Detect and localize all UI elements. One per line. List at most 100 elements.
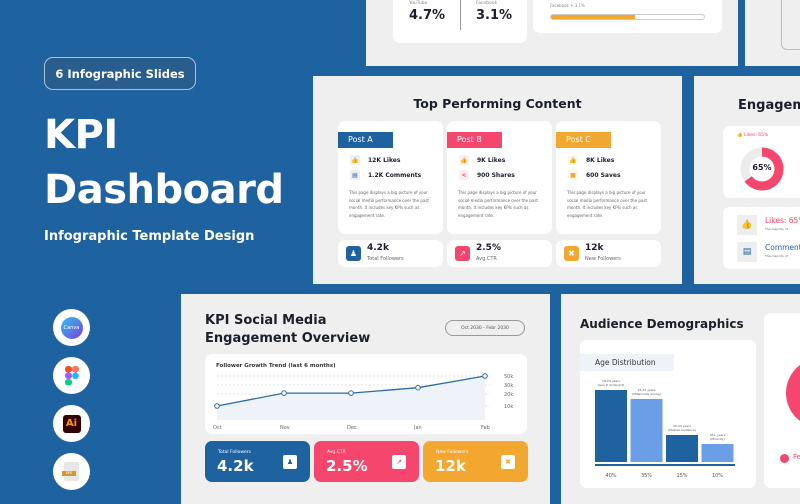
- figma-icon: [53, 357, 90, 394]
- slides-count-badge: 6 Infographic Slides: [44, 57, 196, 90]
- overview-title: KPI Social Media Engagement Overview: [205, 312, 370, 348]
- female-label: Fe: [793, 453, 800, 461]
- summary-card: ♟ 4.2k Total Followers: [338, 240, 443, 267]
- hero-title-line1: KPI: [44, 112, 118, 158]
- ctr-icon: ↗: [392, 455, 406, 469]
- bar-category-label: 18-24 years: [602, 379, 620, 383]
- stat-label: Total Followers: [218, 450, 252, 455]
- ctr-icon: ↗: [455, 246, 470, 261]
- likes-desc: The majority of: [765, 227, 788, 231]
- metric-label: YouTube: [409, 1, 428, 6]
- post-tag: Post B: [447, 132, 502, 148]
- thumbs-up-icon: 👍: [737, 215, 757, 235]
- summary-label: Avg.CTR: [476, 256, 497, 262]
- gender-pie: [786, 358, 800, 428]
- x-tick-label: Oct: [213, 425, 222, 431]
- slide-engagement: Engagement 👍 Likes: 65% 65% 👍 Likes: 65%…: [694, 76, 800, 284]
- bar-value-label: 10%: [712, 473, 723, 479]
- slide-platform-rates: YouTube 4.7% Facebook 3.1% Facebook + 3.…: [366, 0, 738, 66]
- bar-category-label: 25-34 years: [638, 388, 656, 392]
- bar-value-label: 40%: [605, 473, 616, 479]
- share-icon: <: [459, 170, 469, 180]
- followers-icon: ♟: [283, 455, 297, 469]
- post-description: This page displays a big picture of your…: [349, 190, 429, 218]
- donut-label-text: Likes: 65%: [744, 133, 769, 138]
- x-tick-label: Jan: [413, 425, 422, 431]
- post-description: This page displays a big picture of your…: [458, 190, 538, 218]
- post-stat-likes: 👍 9K Likes: [459, 155, 505, 165]
- metric-value: 3.1%: [476, 8, 513, 23]
- data-point: [482, 373, 488, 379]
- likes-title: Likes: 65%: [765, 216, 800, 225]
- stat-value: 4.2k: [217, 457, 254, 475]
- overview-stat-card: Total Followers 4.2k ♟: [205, 441, 310, 482]
- female-icon: [780, 454, 789, 463]
- follower-trend-card: Follower Growth Trend (last 6 months) 50…: [205, 354, 527, 434]
- comments-desc: The majority of: [765, 254, 788, 258]
- likes-text: 12K Likes: [368, 156, 401, 164]
- slide-partial-top-right: [745, 0, 800, 66]
- summary-label: Total Followers: [367, 256, 404, 262]
- gender-card: Fe: [764, 313, 800, 488]
- chart-title: Follower Growth Trend (last 6 months): [216, 363, 336, 369]
- illustrator-icon: Ai: [53, 405, 90, 442]
- eps-file-icon: EPS: [53, 453, 90, 490]
- y-tick-label: 30k: [504, 383, 513, 389]
- divider: [460, 0, 461, 30]
- post-description: This page displays a big picture of your…: [567, 190, 647, 218]
- age-bar: [630, 399, 663, 462]
- age-distribution-card: Age Distribution 18-24 years (Gen Z domin…: [580, 340, 756, 488]
- summary-value: 4.2k: [367, 243, 389, 253]
- secondary-stat-text: 600 Saves: [586, 171, 621, 179]
- partial-card: [781, 0, 800, 50]
- overview-title-line1: KPI Social Media: [205, 313, 327, 328]
- y-tick-label: 10k: [504, 404, 513, 410]
- bookmark-icon: ■: [568, 170, 578, 180]
- age-bar: [701, 444, 734, 462]
- secondary-stat-text: 900 Shares: [477, 171, 515, 179]
- y-tick-label: 50k: [504, 374, 513, 380]
- progress-card: Facebook + 3.1%: [533, 0, 722, 33]
- secondary-stat-text: 1.2K Comments: [368, 171, 422, 179]
- rate-card: YouTube 4.7% Facebook 3.1%: [393, 0, 527, 43]
- baseline: [595, 464, 735, 466]
- post-tag: Post C: [556, 132, 611, 148]
- date-range-selector[interactable]: Oct 2030 - Febr 2030: [445, 320, 525, 336]
- slide-title: Audience Demographics: [580, 317, 744, 331]
- comment-icon: ▤: [350, 170, 360, 180]
- bar-category-label: 45+ years: [710, 433, 726, 437]
- x-tick-label: Dec: [347, 425, 357, 431]
- age-bar-chart: 18-24 years(Gen Z dominant) 40% 25-34 year…: [595, 379, 735, 479]
- age-bar: [595, 390, 627, 462]
- data-point: [214, 403, 220, 409]
- donut-value: 65%: [752, 163, 772, 172]
- stat-label: New Followers: [436, 450, 469, 455]
- bar-category-label: 35-44 years: [673, 424, 691, 428]
- progress-bar-orange: [550, 14, 705, 20]
- post-card: Post A 👍 12K Likes ▤ 1.2K Comments This pa…: [338, 121, 443, 234]
- new-followers-icon: ✖: [564, 246, 579, 261]
- post-stat-secondary: ■ 600 Saves: [568, 170, 621, 180]
- post-card: Post C 👍 8K Likes ■ 600 Saves This page di…: [556, 121, 661, 234]
- bar-value-label: 35%: [641, 473, 652, 479]
- canva-icon: Canva: [53, 309, 90, 346]
- progress-label: Facebook + 3.1%: [550, 3, 585, 8]
- bar-category-label: (Minority): [710, 437, 725, 441]
- bar-category-label: (Mature Audience): [668, 428, 696, 432]
- overview-stat-card: New Followers 12k ✖: [423, 441, 528, 482]
- summary-value: 2.5%: [476, 243, 501, 253]
- stat-value: 12k: [435, 457, 466, 475]
- thumbs-up-icon: 👍: [568, 155, 578, 165]
- metric-value: 4.7%: [409, 8, 446, 23]
- line-area: [217, 376, 485, 420]
- likes-text: 9K Likes: [477, 156, 506, 164]
- thumbs-up-icon: 👍: [350, 155, 360, 165]
- post-card: Post B 👍 9K Likes <900 Shares This page d…: [447, 121, 552, 234]
- follower-line-chart: 50k 30k 20k 10k Oct Nov Dec Jan Feb: [213, 373, 513, 431]
- thumbs-up-icon: 👍: [459, 155, 469, 165]
- card-title: Age Distribution: [580, 354, 674, 371]
- engagement-list-card: 👍 Likes: 65% The majority of ▤ Comments …: [723, 207, 800, 269]
- post-stat-likes: 👍 12K Likes: [350, 155, 400, 165]
- comment-icon: ▤: [737, 242, 757, 262]
- x-tick-label: Feb: [481, 425, 490, 431]
